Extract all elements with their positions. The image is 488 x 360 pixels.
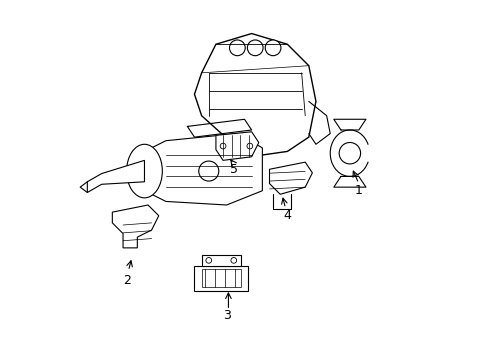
Circle shape <box>247 40 263 56</box>
Circle shape <box>220 143 225 149</box>
Polygon shape <box>216 132 258 160</box>
Text: 5: 5 <box>229 163 237 176</box>
Circle shape <box>230 257 236 263</box>
Text: 1: 1 <box>354 184 362 197</box>
Polygon shape <box>112 205 159 248</box>
Circle shape <box>339 143 360 164</box>
Polygon shape <box>201 255 241 266</box>
Circle shape <box>246 143 252 149</box>
Text: 2: 2 <box>122 274 130 287</box>
Polygon shape <box>144 134 262 205</box>
Ellipse shape <box>126 144 162 198</box>
Circle shape <box>205 257 211 263</box>
Circle shape <box>229 40 244 56</box>
Polygon shape <box>87 160 144 193</box>
Text: 4: 4 <box>283 209 291 222</box>
Text: 3: 3 <box>222 309 230 322</box>
Polygon shape <box>194 33 315 155</box>
Circle shape <box>198 161 218 181</box>
Polygon shape <box>194 266 247 291</box>
Circle shape <box>264 40 281 56</box>
Polygon shape <box>269 162 312 194</box>
